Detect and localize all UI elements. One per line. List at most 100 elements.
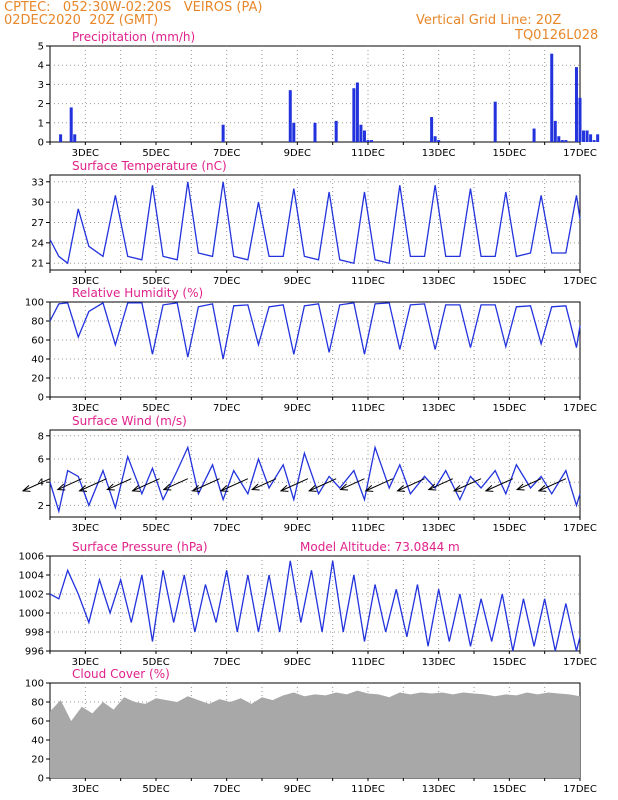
- plot-frame-3: [49, 429, 581, 518]
- wind-vector-head-18: [537, 485, 547, 492]
- precip-bar-22: [560, 140, 564, 142]
- x-tick-label-5-7: 17DEC: [563, 784, 597, 795]
- x-tick-label-2-0: 3DEC: [72, 403, 99, 414]
- wind-vector-7: [220, 478, 249, 492]
- x-tick-label-5-6: 15DEC: [492, 784, 526, 795]
- x-tick-label-4-6: 15DEC: [492, 657, 526, 668]
- cloud-area: [50, 690, 580, 778]
- wind-vector-head-12: [364, 485, 374, 492]
- header-grid-line: Vertical Grid Line: 20Z: [416, 13, 562, 28]
- y-tick-label-2-4: 80: [31, 317, 44, 328]
- y-tick-label-2-0: 0: [38, 393, 44, 404]
- y-tick-label-0-2: 2: [38, 99, 44, 110]
- header-model-code: TQ0126L028: [515, 28, 599, 43]
- wind-vector-head-15: [452, 485, 462, 492]
- x-tick-label-4-2: 7DEC: [213, 657, 240, 668]
- precip-bar-19: [550, 53, 554, 142]
- precip-bar-12: [366, 140, 370, 142]
- precip-bar-5: [292, 122, 296, 142]
- precip-bar-30: [596, 134, 600, 142]
- x-tick-label-2-5: 13DEC: [422, 403, 456, 414]
- precip-bar-8: [352, 88, 356, 142]
- x-tick-label-4-7: 17DEC: [563, 657, 597, 668]
- x-tick-label-1-2: 7DEC: [213, 276, 240, 287]
- wind-vector-10: [308, 478, 337, 492]
- x-tick-label-3-2: 7DEC: [213, 523, 240, 534]
- wind-vector-6: [192, 478, 220, 492]
- wind-vector-2: [79, 478, 107, 492]
- wind-vector-head-5: [162, 483, 172, 491]
- x-tick-label-1-0: 3DEC: [72, 276, 99, 287]
- y-tick-label-5-3: 60: [31, 717, 44, 728]
- wind-vector-head-14: [427, 483, 437, 491]
- y-tick-label-2-2: 40: [31, 355, 44, 366]
- x-tick-label-0-5: 13DEC: [422, 148, 456, 159]
- series-line-4: [49, 560, 581, 652]
- plot-frame-4: [49, 555, 581, 652]
- precip-bar-18: [532, 128, 536, 142]
- x-tick-label-1-6: 15DEC: [492, 276, 526, 287]
- x-tick-label-5-3: 9DEC: [284, 784, 311, 795]
- x-tick-label-3-5: 13DEC: [422, 523, 456, 534]
- x-tick-label-3-7: 17DEC: [563, 523, 597, 534]
- precip-bar-13: [370, 140, 374, 142]
- precip-bar-26: [582, 130, 586, 142]
- y-tick-label-4-4: 1004: [19, 571, 44, 582]
- wind-vector-0: [22, 478, 51, 492]
- x-tick-label-4-0: 3DEC: [72, 657, 99, 668]
- y-tick-label-0-1: 1: [38, 118, 44, 129]
- precip-bar-10: [359, 124, 363, 142]
- precip-bar-3: [221, 124, 225, 142]
- x-tick-label-5-4: 11DEC: [351, 784, 385, 795]
- x-tick-label-1-1: 5DEC: [142, 276, 169, 287]
- wind-vector-17: [516, 478, 542, 490]
- precip-bar-0: [59, 134, 63, 142]
- y-tick-label-4-1: 998: [25, 628, 44, 639]
- y-tick-label-0-3: 3: [38, 80, 44, 91]
- x-tick-label-3-1: 5DEC: [142, 523, 169, 534]
- wind-vector-head-3: [106, 483, 115, 491]
- x-tick-label-1-4: 11DEC: [351, 276, 385, 287]
- x-tick-label-4-5: 13DEC: [422, 657, 456, 668]
- series-line-1: [49, 181, 581, 265]
- x-tick-label-2-4: 11DEC: [351, 403, 385, 414]
- y-tick-label-2-5: 100: [25, 298, 44, 309]
- y-tick-label-3-0: 2: [38, 501, 44, 512]
- x-tick-label-0-3: 9DEC: [284, 148, 311, 159]
- y-tick-label-3-2: 6: [38, 455, 44, 466]
- x-tick-label-5-5: 13DEC: [422, 784, 456, 795]
- wind-vector-8: [251, 478, 277, 490]
- y-tick-label-2-3: 60: [31, 336, 44, 347]
- x-tick-label-4-4: 11DEC: [351, 657, 385, 668]
- x-tick-label-2-6: 15DEC: [492, 403, 526, 414]
- y-tick-label-2-1: 20: [31, 374, 44, 385]
- y-tick-label-5-1: 20: [31, 755, 44, 766]
- panel-title-5: Cloud Cover (%): [72, 667, 170, 681]
- wind-vector-head-7: [219, 485, 229, 492]
- precip-bar-11: [362, 130, 366, 142]
- x-tick-label-5-2: 7DEC: [213, 784, 240, 795]
- wind-vector-14: [428, 478, 454, 490]
- precip-bar-16: [437, 140, 441, 142]
- panel-title-4: Surface Pressure (hPa): [72, 540, 208, 554]
- wind-vector-1: [57, 478, 83, 490]
- wind-vector-12: [365, 478, 393, 492]
- wind-vector-16: [485, 478, 514, 492]
- x-tick-label-3-6: 15DEC: [492, 523, 526, 534]
- x-tick-label-1-7: 17DEC: [563, 276, 597, 287]
- x-tick-label-1-5: 13DEC: [422, 276, 456, 287]
- x-tick-label-0-7: 17DEC: [563, 148, 597, 159]
- y-tick-label-5-4: 80: [31, 698, 44, 709]
- wind-vector-15: [453, 478, 482, 492]
- x-tick-label-1-3: 9DEC: [284, 276, 311, 287]
- x-tick-label-0-2: 7DEC: [213, 148, 240, 159]
- y-tick-label-3-3: 8: [38, 431, 44, 442]
- wind-vector-head-17: [515, 483, 525, 491]
- wind-vector-18: [538, 478, 567, 492]
- precip-bar-4: [288, 90, 292, 142]
- x-tick-label-0-1: 5DEC: [142, 148, 169, 159]
- x-tick-label-0-0: 3DEC: [72, 148, 99, 159]
- precip-bar-21: [557, 136, 561, 142]
- header-date: 02DEC2020 20Z (GMT): [4, 13, 159, 28]
